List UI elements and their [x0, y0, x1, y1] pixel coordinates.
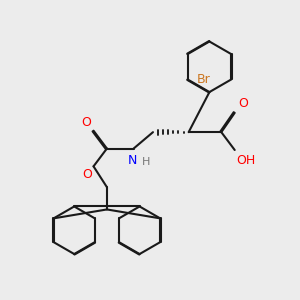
- Text: O: O: [81, 116, 91, 129]
- Text: OH: OH: [236, 154, 255, 167]
- Text: O: O: [82, 168, 92, 181]
- Text: Br: Br: [196, 73, 210, 86]
- Text: O: O: [238, 97, 248, 110]
- Text: N: N: [128, 154, 137, 167]
- Text: H: H: [142, 158, 150, 167]
